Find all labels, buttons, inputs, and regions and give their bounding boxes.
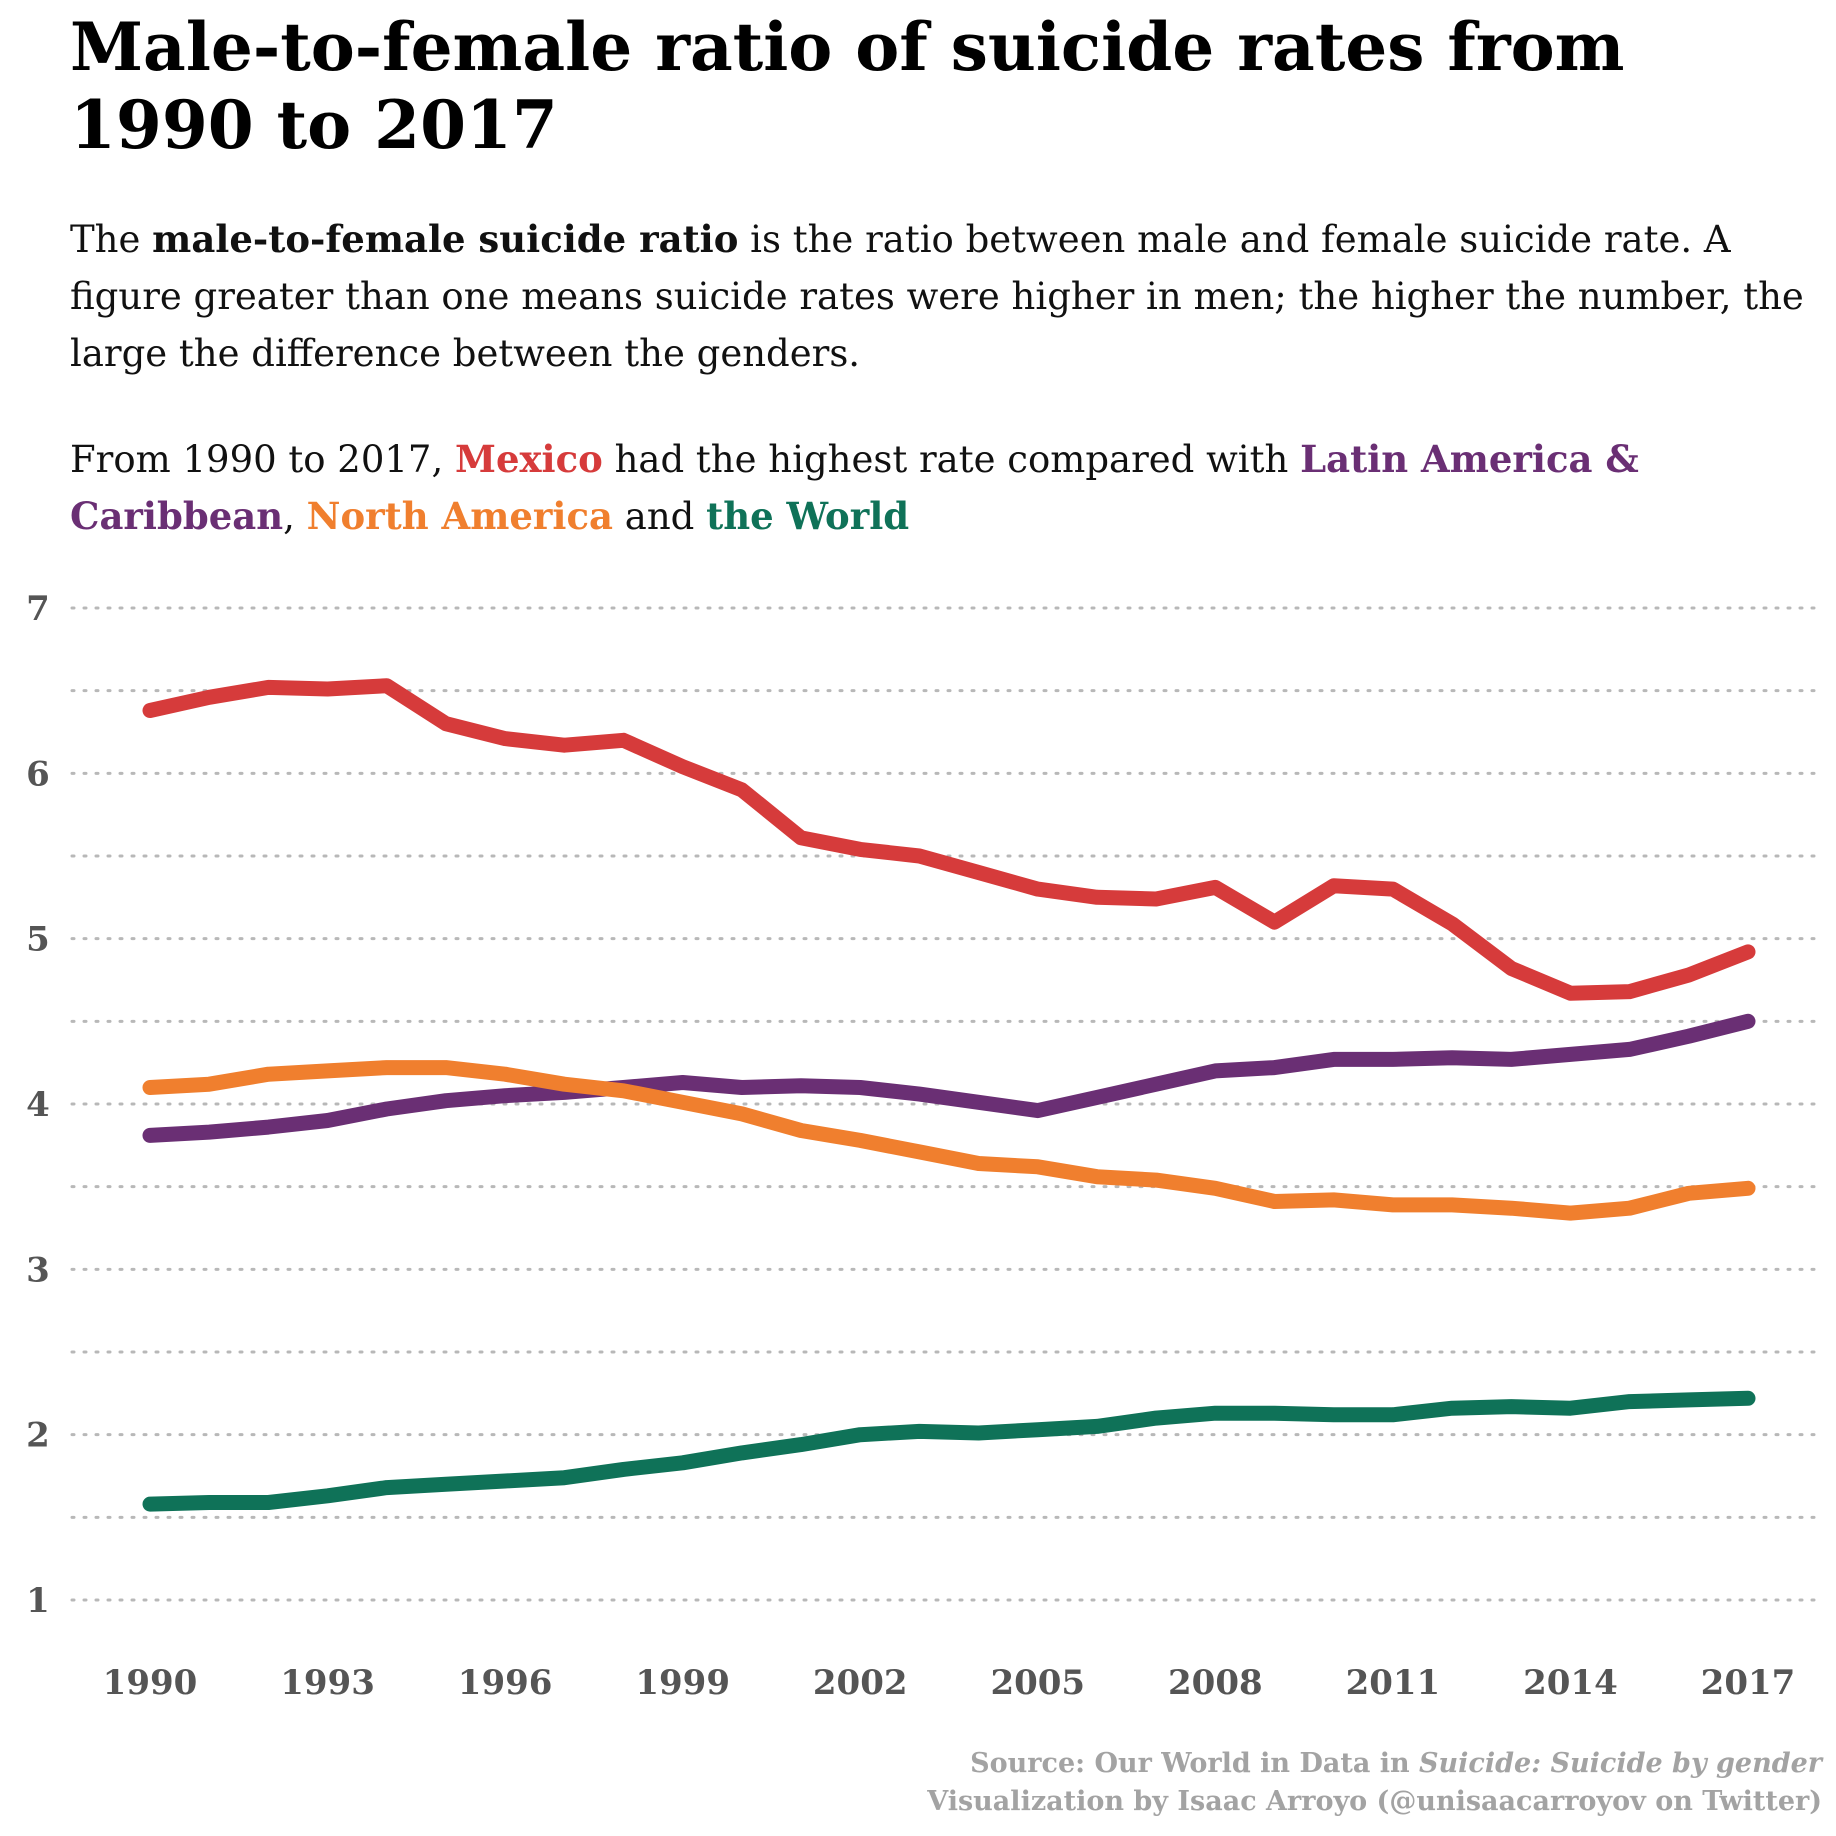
x-tick-label: 1999 xyxy=(635,1663,730,1703)
series-line-north-america xyxy=(142,1060,1756,1221)
series-line-latin-america-caribbean xyxy=(142,1013,1756,1143)
summary-mid2: and xyxy=(613,495,707,538)
x-tick-label: 2011 xyxy=(1346,1663,1441,1703)
description-bold-term: male-to-female suicide ratio xyxy=(152,217,739,261)
summary-pre: From 1990 to 2017, xyxy=(70,438,455,481)
summary-mexico-label: Mexico xyxy=(455,437,603,481)
chart-summary: From 1990 to 2017, Mexico had the highes… xyxy=(70,431,1810,545)
x-tick-label: 2008 xyxy=(1168,1663,1263,1703)
summary-mid1: had the highest rate compared with xyxy=(602,438,1301,481)
y-tick-label: 1 xyxy=(26,1581,50,1621)
x-tick-label: 2014 xyxy=(1523,1663,1618,1703)
summary-latam-label: Latin America & Caribbean xyxy=(70,437,1639,538)
x-tick-label: 2005 xyxy=(990,1663,1085,1703)
chart-title: Male-to-female ratio of suicide rates fr… xyxy=(70,8,1625,164)
y-tick-label: 4 xyxy=(26,1085,50,1125)
x-tick-label: 1993 xyxy=(280,1663,375,1703)
source-title: Suicide: Suicide by gender xyxy=(1419,1748,1822,1779)
y-tick-label: 2 xyxy=(26,1416,50,1456)
y-tick-label: 3 xyxy=(26,1250,50,1290)
x-tick-label: 2017 xyxy=(1701,1663,1796,1703)
chart-description: The male-to-female suicide ratio is the … xyxy=(70,211,1810,382)
source-pre: Source: Our World in Data in xyxy=(970,1748,1420,1779)
line-chart: 1 2 3 4 5 6 7 1990 1993 1996 1999 2002 2005 2008 2011 2… xyxy=(26,589,1822,1703)
description-post: is the ratio between male and female sui… xyxy=(70,218,1804,375)
x-tick-label: 2002 xyxy=(813,1663,908,1703)
x-tick-label: 1996 xyxy=(458,1663,553,1703)
y-tick-label: 7 xyxy=(26,589,50,629)
y-tick-label: 6 xyxy=(26,754,50,794)
summary-world-label: the World xyxy=(706,494,910,538)
summary-sep: , xyxy=(283,495,307,538)
y-tick-label: 5 xyxy=(26,920,50,960)
description-pre: The xyxy=(70,218,153,261)
summary-northam-label: North America xyxy=(306,494,613,538)
source-caption: Source: Our World in Data in Suicide: Su… xyxy=(970,1748,1822,1779)
series-line-mexico xyxy=(142,678,1756,1001)
credit-caption: Visualization by Isaac Arroyo (@unisaaca… xyxy=(927,1786,1822,1817)
series-line-the-world xyxy=(142,1390,1756,1512)
x-tick-label: 1990 xyxy=(103,1663,198,1703)
